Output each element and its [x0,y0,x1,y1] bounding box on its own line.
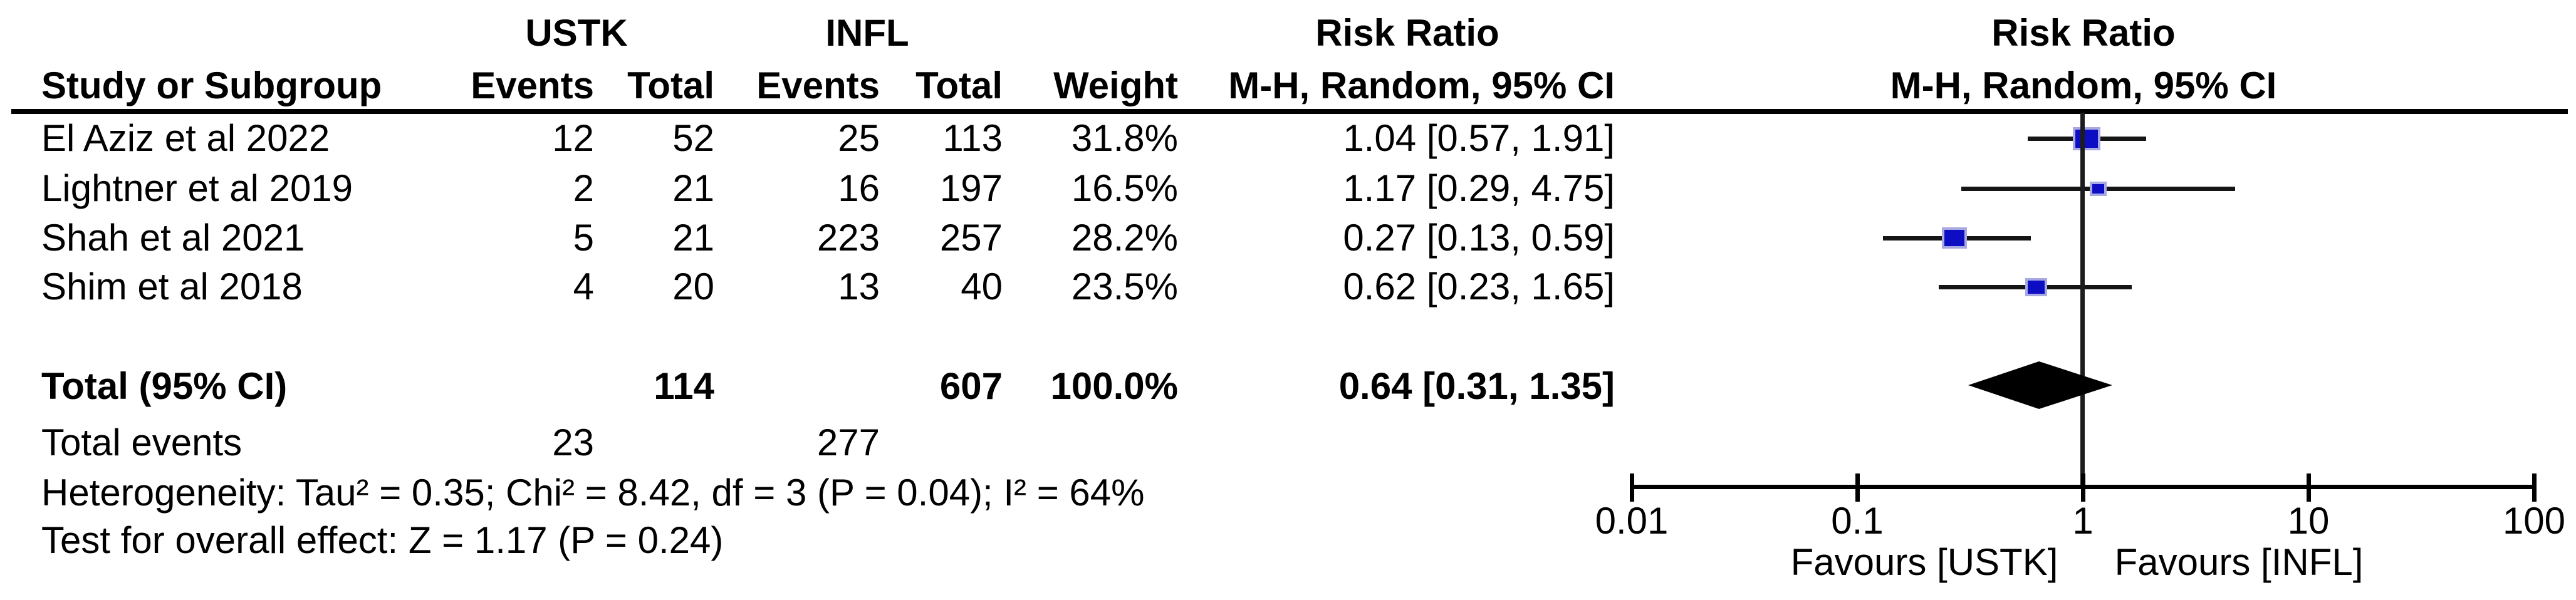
total-ustk-value: 20 [672,266,714,308]
axis-tick [1630,473,1634,502]
axis-tick [2307,473,2311,502]
axis-tick [2081,473,2085,502]
study-label: Shah et al 2021 [41,217,305,259]
favours-left-label: Favours [USTK] [1790,541,2058,583]
effect-square [1942,227,1967,249]
total-infl-value: 607 [939,365,1003,407]
rr-ci-text: 0.62 [0.23, 1.65] [1343,266,1615,308]
events-infl-value: 223 [816,217,880,259]
axis-tick-label: 10 [2287,500,2330,542]
total-infl-value: 40 [961,266,1003,308]
total-ustk-value: 21 [672,167,714,209]
effect-sub-table: M-H, Random, 95% CI [1228,65,1615,106]
effect-square [2025,278,2047,296]
events-ustk-value: 4 [573,266,594,308]
study-label: El Aziz et al 2022 [41,117,330,159]
group2-header: INFL [825,12,909,54]
rr-ci-text: 0.27 [0.13, 0.59] [1343,217,1615,259]
total-infl-value: 113 [942,117,1003,159]
events-ustk-value: 5 [573,217,594,259]
events-ustk-value: 2 [573,167,594,209]
effect-square [2073,127,2100,150]
overall-effect-text: Test for overall effect: Z = 1.17 (P = 0… [41,519,724,561]
total-ustk-value: 114 [654,365,714,407]
axis-tick-label: 1 [2072,500,2094,542]
axis-tick-label: 0.1 [1831,500,1884,542]
rr-ci-text: 1.17 [0.29, 4.75] [1343,167,1615,209]
events-infl-value: 25 [838,117,880,159]
total-row-label: Total (95% CI) [41,365,288,407]
total-ustk-value: 21 [672,217,714,259]
weight-value: 31.8% [1071,117,1178,159]
total-weight-value: 100.0% [1050,365,1179,407]
study-column-header: Study or Subgroup [41,65,382,106]
total-infl-value: 197 [939,167,1003,209]
axis-tick-label: 0.01 [1595,500,1669,542]
events2-column-header: Events [756,65,880,106]
total-events-infl: 277 [816,422,880,463]
total1-column-header: Total [627,65,714,106]
total-events-ustk: 23 [552,422,594,463]
favours-right-label: Favours [INFL] [2114,541,2364,583]
axis-tick [1855,473,1860,502]
header-separator-line [11,109,2568,114]
summary-diamond [1968,361,2112,409]
axis-tick [2532,473,2537,502]
weight-value: 23.5% [1071,266,1178,308]
total-infl-value: 257 [939,217,1003,259]
no-effect-line [2080,113,2085,487]
events-ustk-value: 12 [552,117,594,159]
total2-column-header: Total [915,65,1003,106]
total-ustk-value: 52 [672,117,714,159]
total-events-label: Total events [41,422,242,463]
study-label: Shim et al 2018 [41,266,303,308]
effect-sub-plot: M-H, Random, 95% CI [1890,65,2277,106]
axis-tick-label: 100 [2502,500,2566,542]
weight-value: 28.2% [1071,217,1178,259]
group1-header: USTK [525,12,628,54]
total-rr-ci-text: 0.64 [0.31, 1.35] [1338,365,1615,407]
rr-ci-text: 1.04 [0.57, 1.91] [1343,117,1615,159]
events-infl-value: 13 [838,266,880,308]
events1-column-header: Events [471,65,594,106]
heterogeneity-text: Heterogeneity: Tau² = 0.35; Chi² = 8.42,… [41,472,1145,514]
weight-value: 16.5% [1071,167,1178,209]
effect-title-plot: Risk Ratio [1991,12,2176,54]
study-label: Lightner et al 2019 [41,167,353,209]
events-infl-value: 16 [838,167,880,209]
effect-square [2090,182,2107,196]
weight-column-header: Weight [1053,65,1178,106]
effect-title-table: Risk Ratio [1315,12,1499,54]
